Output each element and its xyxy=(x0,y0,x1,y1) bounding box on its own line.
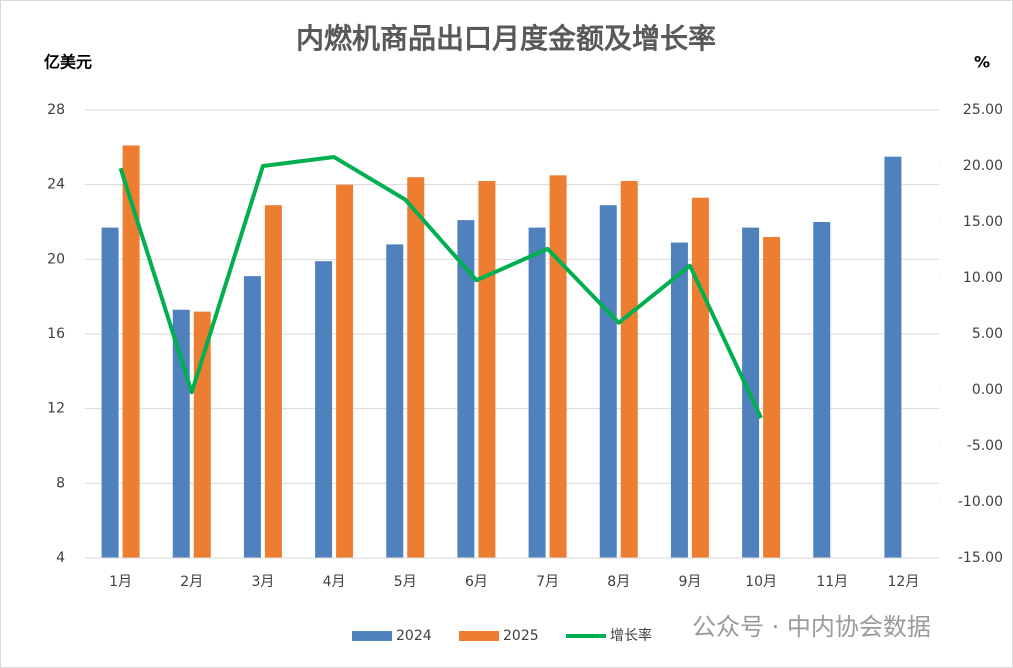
x-tick-label: 5月 xyxy=(394,574,417,590)
y2-tick-label: 5.00 xyxy=(972,326,1003,342)
bar xyxy=(691,197,709,558)
y-axis-label: 亿美元 xyxy=(44,53,92,72)
y-tick-label: 16 xyxy=(47,326,65,342)
legend-label: 2025 xyxy=(503,628,539,644)
y2-tick-label: 10.00 xyxy=(963,270,1003,286)
bar xyxy=(407,177,425,558)
legend-label: 2024 xyxy=(396,628,432,644)
bar xyxy=(813,222,831,558)
bar xyxy=(670,242,688,559)
bar xyxy=(549,175,567,559)
bar xyxy=(122,145,140,558)
legend-label: 增长率 xyxy=(610,627,652,644)
legend-swatch xyxy=(352,631,392,641)
y2-axis-label: % xyxy=(974,53,990,72)
bar xyxy=(243,276,261,558)
bar xyxy=(620,180,638,558)
bar xyxy=(386,244,404,558)
x-tick-label: 4月 xyxy=(323,574,346,590)
y2-tick-label: 15.00 xyxy=(963,214,1003,230)
y2-tick-label: 20.00 xyxy=(963,158,1003,174)
bar xyxy=(193,311,211,558)
y2-tick-label: 0.00 xyxy=(972,382,1003,398)
x-tick-label: 7月 xyxy=(536,574,559,590)
bar xyxy=(336,184,354,558)
watermark: 公众号 · 中内协会数据 xyxy=(692,613,931,641)
bar xyxy=(478,180,496,558)
y2-tick-label: -5.00 xyxy=(967,438,1003,454)
x-tick-label: 2月 xyxy=(180,574,203,590)
bar xyxy=(315,261,333,558)
y2-tick-label: -15.00 xyxy=(958,550,1003,566)
x-tick-label: 6月 xyxy=(465,574,488,590)
y-tick-label: 12 xyxy=(47,401,65,417)
y-tick-label: 24 xyxy=(47,177,65,193)
bar xyxy=(101,227,119,558)
x-tick-label: 8月 xyxy=(607,574,630,590)
x-tick-label: 12月 xyxy=(888,574,920,590)
y-tick-label: 28 xyxy=(47,102,65,118)
legend-swatch xyxy=(459,631,499,641)
chart-title: 内燃机商品出口月度金额及增长率 xyxy=(296,22,716,55)
x-tick-label: 3月 xyxy=(251,574,274,590)
x-tick-label: 10月 xyxy=(745,574,777,590)
y-tick-label: 8 xyxy=(56,475,65,491)
bar xyxy=(599,205,617,558)
line xyxy=(118,155,763,419)
bar xyxy=(763,236,781,558)
bar xyxy=(528,227,546,558)
y2-tick-label: 25.00 xyxy=(963,102,1003,118)
bar xyxy=(264,205,282,558)
y-tick-label: 20 xyxy=(47,251,65,267)
bar xyxy=(457,220,475,558)
y-tick-label: 4 xyxy=(56,550,65,566)
y2-tick-label: -10.00 xyxy=(958,494,1003,510)
x-tick-label: 11月 xyxy=(816,574,848,590)
x-tick-label: 1月 xyxy=(109,574,132,590)
bar xyxy=(884,156,902,558)
x-tick-label: 9月 xyxy=(678,574,701,590)
